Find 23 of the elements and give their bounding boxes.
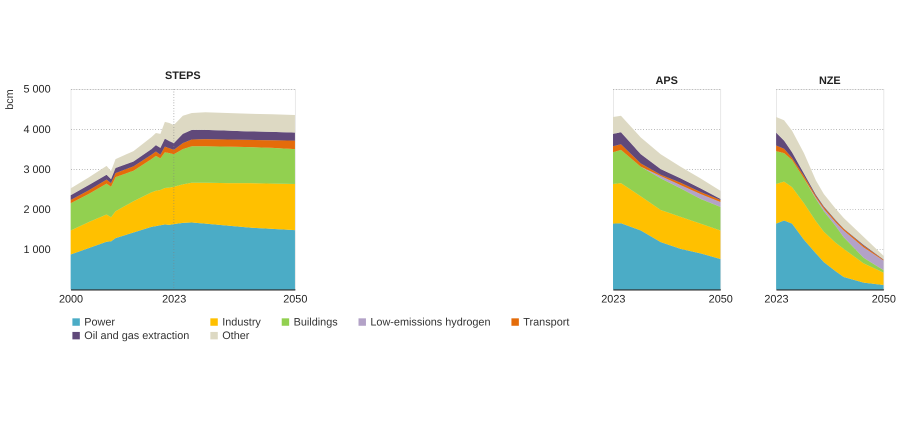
x-tick-label: 2000	[58, 294, 84, 306]
x-tick-label: 2023	[764, 294, 789, 306]
x-tick-label: 2050	[872, 294, 896, 306]
y-tick-label: 1 000	[23, 244, 51, 256]
x-tick-label: 2023	[162, 294, 186, 306]
x-tick-label: 2023	[601, 294, 626, 306]
legend-label: Industry	[222, 316, 262, 328]
y-tick-label: 3 000	[23, 164, 51, 176]
legend-label: Low-emissions hydrogen	[370, 316, 491, 328]
chart-title: STEPS	[165, 70, 201, 82]
y-axis-title: bcm	[4, 89, 16, 110]
legend-label: Other	[222, 330, 250, 342]
y-tick-label: 4 000	[23, 124, 51, 136]
y-tick-label: 2 000	[23, 204, 51, 216]
legend-label: Buildings	[294, 316, 338, 328]
x-tick-label: 2050	[708, 294, 733, 306]
legend-label: Transport	[523, 316, 570, 328]
y-tick-label: 5 000	[23, 84, 51, 96]
chart-title: NZE	[818, 75, 841, 88]
legend-label: Oil and gas extraction	[84, 330, 190, 342]
chart-title: APS	[656, 75, 678, 88]
legend-label: Power	[84, 316, 116, 328]
x-tick-label: 2050	[283, 294, 308, 306]
